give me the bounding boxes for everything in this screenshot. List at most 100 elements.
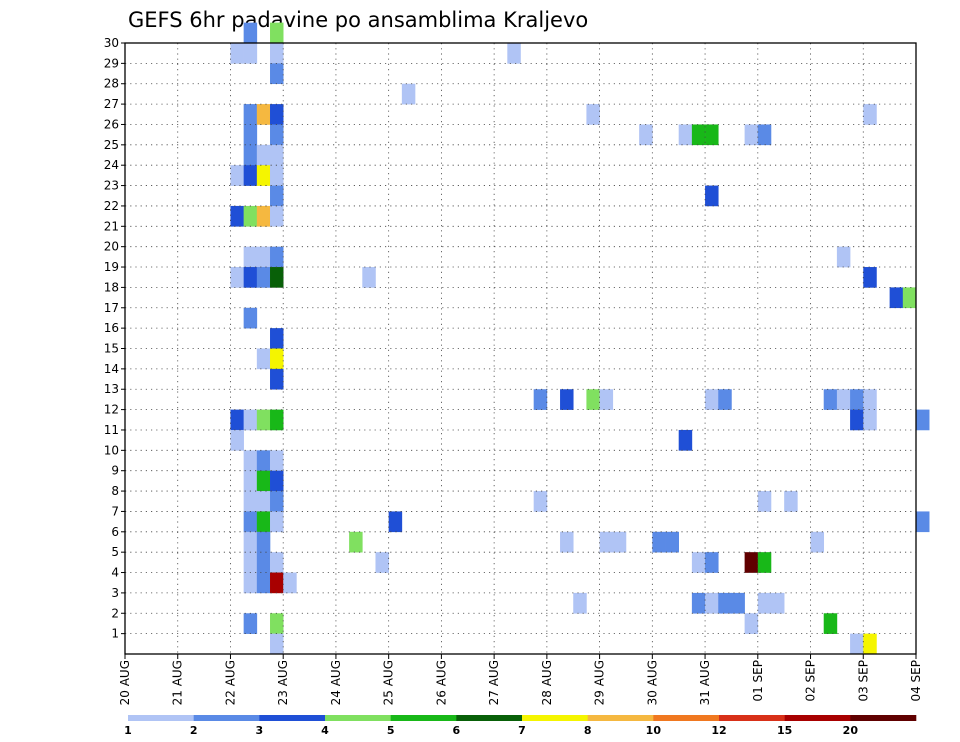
heat-cell bbox=[256, 144, 271, 166]
heat-cell bbox=[705, 389, 719, 410]
x-tick-label: 29 AUG bbox=[593, 660, 607, 705]
heat-cell bbox=[836, 389, 851, 410]
chart-title: GEFS 6hr padavine po ansamblima Kraljevo bbox=[128, 8, 588, 32]
x-tick-label: 21 AUG bbox=[171, 660, 185, 705]
heat-cell bbox=[507, 43, 521, 64]
heat-cell bbox=[230, 429, 244, 451]
heat-cell bbox=[863, 633, 877, 655]
heat-cell bbox=[270, 450, 284, 471]
heat-cell bbox=[270, 613, 284, 634]
heat-cell bbox=[270, 511, 284, 533]
heat-cell bbox=[270, 552, 284, 573]
heat-cell bbox=[256, 470, 271, 492]
x-tick-label: 20 AUG bbox=[118, 660, 132, 705]
heat-cell bbox=[705, 185, 719, 207]
y-tick-label: 8 bbox=[111, 484, 119, 498]
heat-cell bbox=[243, 144, 258, 166]
heat-cell bbox=[270, 22, 284, 44]
y-tick-label: 17 bbox=[104, 301, 119, 315]
heat-cell bbox=[256, 205, 271, 227]
heat-cell bbox=[270, 328, 284, 349]
y-tick-label: 11 bbox=[104, 423, 119, 437]
x-tick-label: 02 SEP bbox=[804, 660, 818, 702]
y-tick-label: 23 bbox=[104, 179, 119, 193]
heat-cell bbox=[243, 450, 258, 471]
heat-cell bbox=[243, 307, 258, 329]
y-tick-label: 25 bbox=[104, 138, 119, 152]
heat-cell bbox=[718, 592, 732, 614]
heat-cell bbox=[256, 409, 271, 431]
colorbar-label: 8 bbox=[584, 724, 592, 737]
heat-cell bbox=[270, 368, 284, 390]
heat-cell bbox=[256, 491, 271, 512]
heat-cell bbox=[270, 409, 284, 431]
colorbar-swatch bbox=[325, 715, 391, 721]
heat-cell bbox=[256, 511, 271, 533]
heat-cell bbox=[243, 511, 258, 533]
heat-cell bbox=[230, 267, 244, 288]
y-tick-label: 2 bbox=[111, 606, 119, 620]
heat-cell bbox=[678, 429, 693, 451]
y-tick-label: 5 bbox=[111, 545, 119, 559]
heat-cell bbox=[705, 552, 719, 573]
heat-cell bbox=[243, 43, 258, 64]
heat-cell bbox=[678, 124, 693, 146]
heat-cell bbox=[599, 531, 614, 553]
heat-cell bbox=[256, 348, 271, 370]
heat-cell bbox=[270, 633, 284, 655]
colorbar-label: 2 bbox=[190, 724, 198, 737]
x-tick-label: 27 AUG bbox=[487, 660, 501, 705]
heat-cell bbox=[691, 124, 706, 146]
heat-cell bbox=[823, 389, 838, 410]
heat-cell bbox=[705, 592, 719, 614]
colorbar-label: 6 bbox=[453, 724, 461, 737]
heat-cell bbox=[388, 511, 403, 533]
heat-cell bbox=[243, 409, 258, 431]
heat-cell bbox=[243, 572, 258, 594]
heat-cell bbox=[230, 205, 244, 227]
heat-cell bbox=[230, 165, 244, 186]
colorbar-label: 3 bbox=[256, 724, 264, 737]
heat-cell bbox=[863, 104, 877, 125]
heat-cell bbox=[612, 531, 627, 553]
heat-cell bbox=[586, 104, 600, 125]
heat-cell bbox=[652, 531, 666, 553]
heat-cell bbox=[639, 124, 653, 146]
x-tick-label: 01 SEP bbox=[751, 660, 765, 702]
heat-cell bbox=[230, 409, 244, 431]
heat-cell bbox=[784, 491, 798, 512]
heat-cell bbox=[243, 165, 258, 186]
heat-cell bbox=[889, 287, 904, 309]
heat-cell bbox=[243, 124, 258, 146]
colorbar-swatch bbox=[850, 715, 917, 721]
heat-cell bbox=[270, 572, 284, 594]
heat-cell bbox=[560, 389, 574, 410]
y-tick-label: 29 bbox=[104, 56, 119, 70]
heat-cell bbox=[863, 409, 877, 431]
y-tick-label: 26 bbox=[104, 117, 119, 131]
heat-cell bbox=[770, 592, 785, 614]
heat-cell bbox=[863, 389, 877, 410]
heat-cell bbox=[718, 389, 732, 410]
heat-cell bbox=[270, 165, 284, 186]
heat-cell bbox=[362, 267, 376, 288]
heat-cell bbox=[243, 104, 258, 125]
heat-cell bbox=[731, 592, 745, 614]
y-tick-label: 12 bbox=[104, 403, 119, 417]
heat-cell bbox=[270, 246, 284, 268]
heat-cell bbox=[256, 165, 271, 186]
heat-cell bbox=[243, 531, 258, 553]
heat-cell bbox=[560, 531, 574, 553]
x-tick-label: 24 AUG bbox=[329, 660, 343, 705]
heat-cell bbox=[256, 246, 271, 268]
colorbar: 1 2 3 4 5 6 7 8 10 12 15 20 bbox=[124, 715, 917, 737]
heat-cell bbox=[270, 144, 284, 166]
y-tick-label: 7 bbox=[111, 504, 119, 518]
heat-cell bbox=[256, 531, 271, 553]
colorbar-swatch bbox=[653, 715, 720, 721]
heat-cell bbox=[270, 267, 284, 288]
heat-cell bbox=[573, 592, 587, 614]
heat-cell bbox=[256, 552, 271, 573]
heat-cell bbox=[586, 389, 600, 410]
heat-cell bbox=[823, 613, 838, 634]
